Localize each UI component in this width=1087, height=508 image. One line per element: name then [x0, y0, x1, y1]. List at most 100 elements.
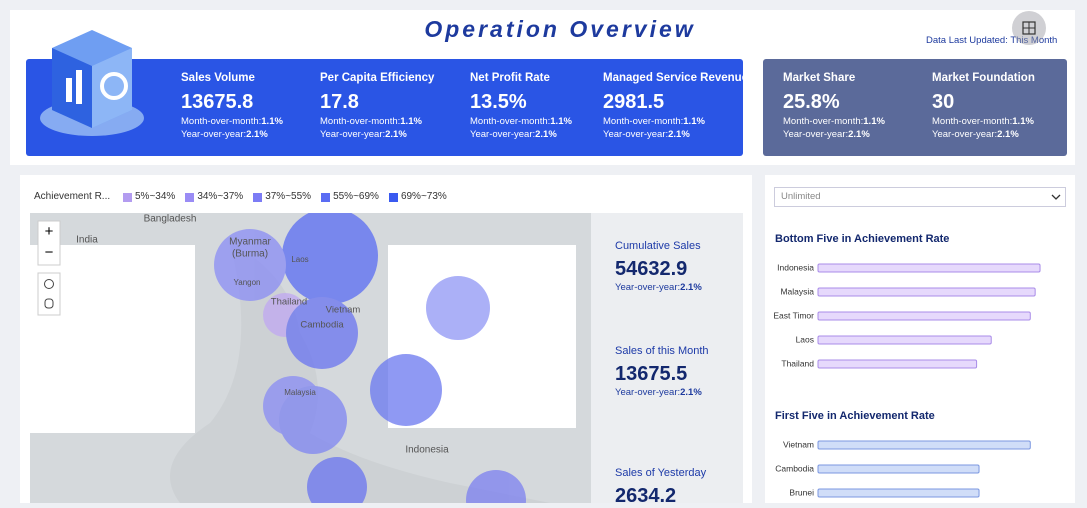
change-label: Month-over-month: [932, 116, 1013, 127]
change-value: 2.1% [385, 129, 407, 140]
map-label: Bangladesh [144, 214, 197, 225]
map-label: Cambodia [300, 320, 344, 331]
change-label: Year-over-year: [470, 129, 536, 140]
legend-swatch [185, 193, 195, 202]
change-value: 2.1% [668, 129, 690, 140]
change-label: Month-over-month: [181, 116, 262, 127]
zoom-control[interactable]: +− [37, 220, 61, 266]
kpi: Per Capita Efficiency 17.8 Month-over-mont… [320, 72, 434, 140]
filter-select[interactable]: Unlimited [774, 187, 1066, 207]
change-value: 2.1% [246, 129, 268, 140]
bar [817, 311, 1031, 321]
change-label: Year-over-year: [181, 129, 247, 140]
svg-text:+: + [45, 223, 54, 240]
change-label: Month-over-month: [320, 116, 401, 127]
change-value: 2.1% [680, 282, 702, 293]
bar [817, 263, 1041, 273]
category-label: Malaysia [780, 286, 814, 296]
change-line: Year-over-year:2.1% [615, 387, 709, 398]
kpi-label: Market Foundation [932, 72, 1035, 84]
kpi-panel-secondary [763, 59, 1067, 156]
change-value: 2.1% [997, 129, 1019, 140]
bar [817, 440, 1031, 450]
legend-swatch [321, 193, 331, 202]
legend-label: 37%~55% [265, 191, 312, 202]
grid-icon [1022, 21, 1036, 35]
change-value: 1.1% [683, 116, 705, 127]
chart-title: Bottom Five in Achievement Rate [775, 233, 949, 245]
change-line: Year-over-year:2.1% [181, 129, 283, 140]
change-label: Year-over-year: [615, 387, 681, 398]
legend-label: 69%~73% [400, 191, 447, 202]
category-label: Laos [796, 334, 814, 344]
kpi-value: 13.5% [470, 91, 527, 113]
map-label: Laos [291, 255, 308, 264]
category-label: Brunei [789, 487, 814, 497]
hero-icon [40, 30, 144, 136]
kpi: Market Foundation 30 Month-over-month:1.1%… [932, 72, 1035, 140]
change-value: 1.1% [1012, 116, 1034, 127]
change-value: 2.1% [535, 129, 557, 140]
bar [817, 287, 1036, 297]
legend-swatch [123, 193, 132, 202]
stat: Sales of Yesterday 2634.2 [615, 467, 706, 508]
category-label: Cambodia [775, 463, 814, 473]
map-label: Thailand [271, 297, 307, 308]
stat: Sales of this Month 13675.5 Year-over-year… [615, 345, 709, 398]
bar [817, 488, 980, 498]
change-line: Month-over-month:1.1% [783, 116, 885, 127]
kpi-value: 25.8% [783, 91, 840, 113]
change-line: Month-over-month:1.1% [932, 116, 1035, 127]
change-line: Year-over-year:2.1% [615, 282, 702, 293]
change-label: Month-over-month: [783, 116, 864, 127]
legend-label: 34%~37% [197, 191, 244, 202]
kpi: Market Share 25.8% Month-over-month:1.1% Ye… [783, 72, 885, 140]
map-tools[interactable] [37, 272, 61, 316]
legend-label: 5%~34% [135, 191, 176, 202]
legend-swatch [253, 193, 263, 202]
category-label: Vietnam [783, 439, 814, 449]
change-line: Month-over-month:1.1% [603, 116, 748, 127]
layout-button[interactable] [1012, 11, 1046, 45]
legend-title: Achievement R... [34, 191, 111, 202]
kpi-value: 30 [932, 91, 955, 113]
change-label: Month-over-month: [470, 116, 551, 127]
category-label: East Timor [773, 310, 814, 320]
change-value: 2.1% [848, 129, 870, 140]
bar [817, 359, 978, 369]
change-line: Year-over-year:2.1% [783, 129, 885, 140]
change-label: Year-over-year: [783, 129, 849, 140]
kpi: Sales Volume 13675.8 Month-over-month:1.1%… [181, 72, 283, 140]
chart-title: First Five in Achievement Rate [775, 410, 935, 422]
bar [817, 335, 992, 345]
change-line: Month-over-month:1.1% [470, 116, 572, 127]
kpi-label: Net Profit Rate [470, 72, 550, 84]
kpi-value: 13675.8 [181, 91, 254, 113]
change-line: Month-over-month:1.1% [181, 116, 283, 127]
change-label: Month-over-month: [603, 116, 684, 127]
bar [817, 464, 980, 474]
category-label: Indonesia [777, 262, 814, 272]
stat-label: Sales of Yesterday [615, 467, 707, 479]
map-label: (Burma) [232, 249, 268, 260]
map-label: Vietnam [326, 305, 361, 316]
kpi-label: Market Share [783, 72, 856, 84]
change-value: 2.1% [680, 387, 702, 398]
map-label: Yangon [234, 278, 261, 287]
stat: Cumulative Sales 54632.9 Year-over-year:2.… [615, 240, 702, 293]
change-value: 1.1% [261, 116, 283, 127]
map-label: India [76, 235, 98, 246]
kpi-value: 2981.5 [603, 91, 665, 113]
svg-text:−: − [45, 244, 54, 261]
change-line: Year-over-year:2.1% [603, 129, 748, 140]
kpi-panel [26, 59, 743, 156]
change-value: 1.1% [863, 116, 885, 127]
change-line: Year-over-year:2.1% [932, 129, 1035, 140]
ranking-charts: Bottom Five in Achievement Rate Indonesia… [773, 233, 1041, 498]
change-label: Year-over-year: [603, 129, 669, 140]
stat-value: 54632.9 [615, 258, 688, 280]
page-title: Operation Overview [424, 16, 696, 42]
change-label: Year-over-year: [932, 129, 998, 140]
map-label: Malaysia [284, 388, 316, 397]
